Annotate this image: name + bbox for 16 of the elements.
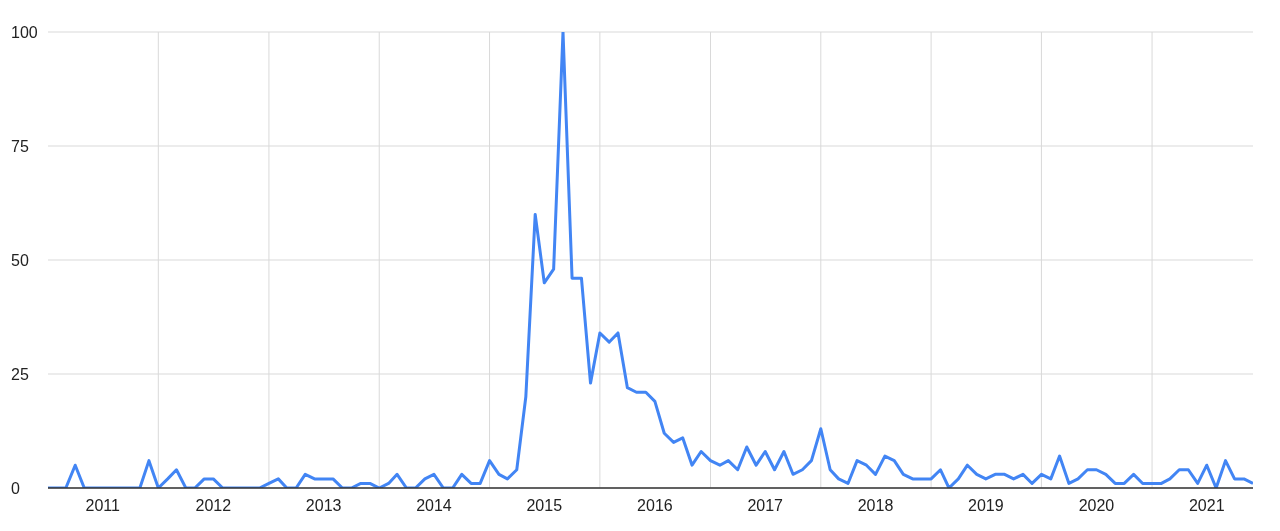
- x-tick-label: 2011: [85, 497, 121, 515]
- x-tick-label: 2016: [637, 497, 673, 515]
- x-tick-label: 2015: [526, 497, 563, 515]
- y-tick-label: 25: [11, 366, 29, 383]
- x-tick-label: 2012: [195, 497, 232, 515]
- y-tick-label: 0: [11, 480, 20, 497]
- y-tick-label: 50: [11, 252, 29, 269]
- y-tick-label: 75: [11, 138, 29, 155]
- x-tick-label: 2021: [1188, 497, 1225, 515]
- x-tick-label: 2020: [1078, 497, 1115, 515]
- x-tick-label: 2018: [857, 497, 894, 515]
- y-tick-label: 100: [11, 24, 38, 41]
- x-tick-label: 2019: [968, 497, 1004, 515]
- x-tick-label: 2013: [305, 497, 342, 515]
- x-tick-label: 2017: [747, 497, 784, 515]
- x-tick-label: 2014: [416, 497, 452, 515]
